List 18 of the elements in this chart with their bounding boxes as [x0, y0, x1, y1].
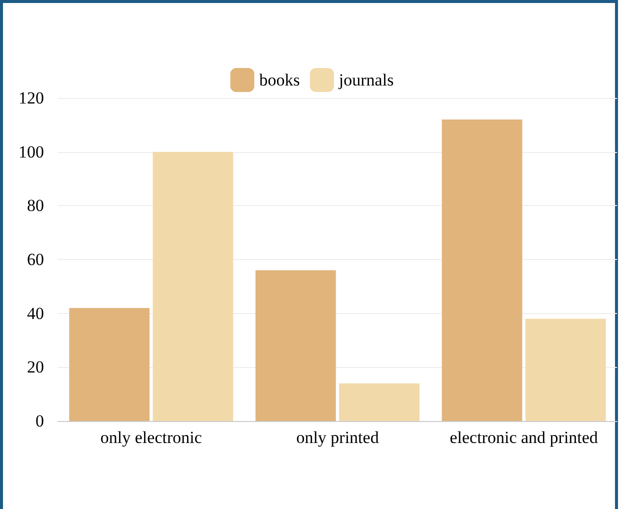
x-tick-label: only electronic: [100, 428, 202, 447]
bar: [442, 120, 522, 421]
bar: [152, 152, 234, 421]
legend-label: books: [259, 70, 300, 90]
bar: [256, 270, 336, 421]
x-tick-label: only printed: [296, 428, 380, 447]
y-tick-label: 80: [27, 196, 44, 216]
bar: [339, 383, 420, 421]
y-tick-label: 20: [27, 358, 44, 377]
legend-label: journals: [338, 70, 394, 90]
y-tick-label: 100: [18, 142, 44, 162]
x-tick-label: electronic and printed: [450, 428, 598, 447]
bar: [525, 318, 606, 421]
bar: [69, 308, 150, 421]
y-tick-label: 120: [18, 88, 44, 108]
y-tick-label: 60: [27, 250, 44, 269]
y-tick-label: 0: [36, 412, 44, 430]
y-tick-label: 40: [27, 304, 44, 323]
